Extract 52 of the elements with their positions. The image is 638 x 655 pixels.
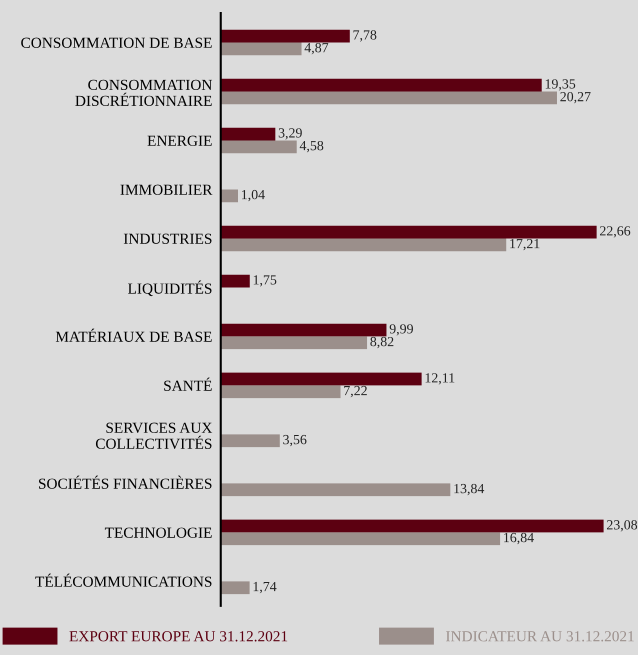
bar (220, 483, 450, 496)
data-label: 8,82 (370, 336, 394, 348)
y-tick-label: CONSOMMATION DISCRÉTIONNAIRE (75, 80, 212, 106)
data-label: 4,87 (304, 42, 328, 54)
y-tick-label: IMMOBILIER (120, 184, 212, 195)
data-label: 4,58 (300, 140, 324, 152)
bar (220, 324, 386, 336)
bar (220, 372, 422, 386)
bar (220, 532, 500, 546)
bar (220, 226, 597, 238)
data-label: 1,75 (254, 275, 276, 287)
bar (220, 91, 557, 104)
data-label: 1,74 (254, 582, 276, 594)
bar (220, 336, 368, 350)
data-label: 16,84 (504, 532, 534, 544)
y-tick-label: CONSOMMATION DE BASE (21, 38, 212, 48)
data-label: 17,21 (510, 238, 540, 250)
bar (220, 78, 542, 92)
data-label: 1,04 (242, 190, 265, 202)
bar (220, 581, 250, 594)
legend-label: EXPORT EUROPE AU 31.12.2021 (69, 631, 288, 642)
data-label: 12,11 (426, 373, 454, 385)
data-label: 22,66 (600, 226, 630, 238)
bar (220, 434, 280, 448)
bar (220, 42, 302, 56)
bar (220, 520, 604, 532)
legend-label: INDICATEUR AU 31.12.2021 (446, 631, 634, 642)
data-label: 3,56 (283, 434, 306, 446)
bar (220, 128, 276, 140)
bar (220, 385, 341, 398)
data-label: 3,29 (278, 128, 302, 140)
y-tick-label: SERVICES AUX COLLECTIVITÉS (96, 422, 212, 449)
data-label: 19,35 (546, 79, 576, 91)
y-tick-label: TECHNOLOGIE (104, 528, 212, 538)
data-label: 23,08 (606, 520, 638, 532)
y-tick-label: TÉLÉCOMMUNICATIONS (35, 574, 212, 587)
bar (220, 140, 297, 154)
y-tick-label: ENERGIE (148, 136, 212, 146)
data-label: 9,99 (390, 324, 413, 336)
y-tick-label: LIQUIDITÉS (128, 280, 212, 296)
bar (220, 30, 350, 42)
y-tick-label: INDUSTRIES (124, 234, 212, 244)
y-tick-label: MATÉRIAUX DE BASE (56, 328, 212, 342)
y-tick-label: SOCIÉTÉS FINANCIÈRES (39, 476, 212, 489)
bar (220, 238, 506, 252)
data-label: 20,27 (560, 92, 591, 104)
y-tick-label: SANTÉ (164, 378, 212, 391)
data-label: 13,84 (454, 484, 484, 496)
bar (220, 189, 238, 202)
bar (220, 274, 250, 288)
data-label: 7,78 (353, 30, 376, 42)
data-label: 7,22 (344, 386, 367, 398)
